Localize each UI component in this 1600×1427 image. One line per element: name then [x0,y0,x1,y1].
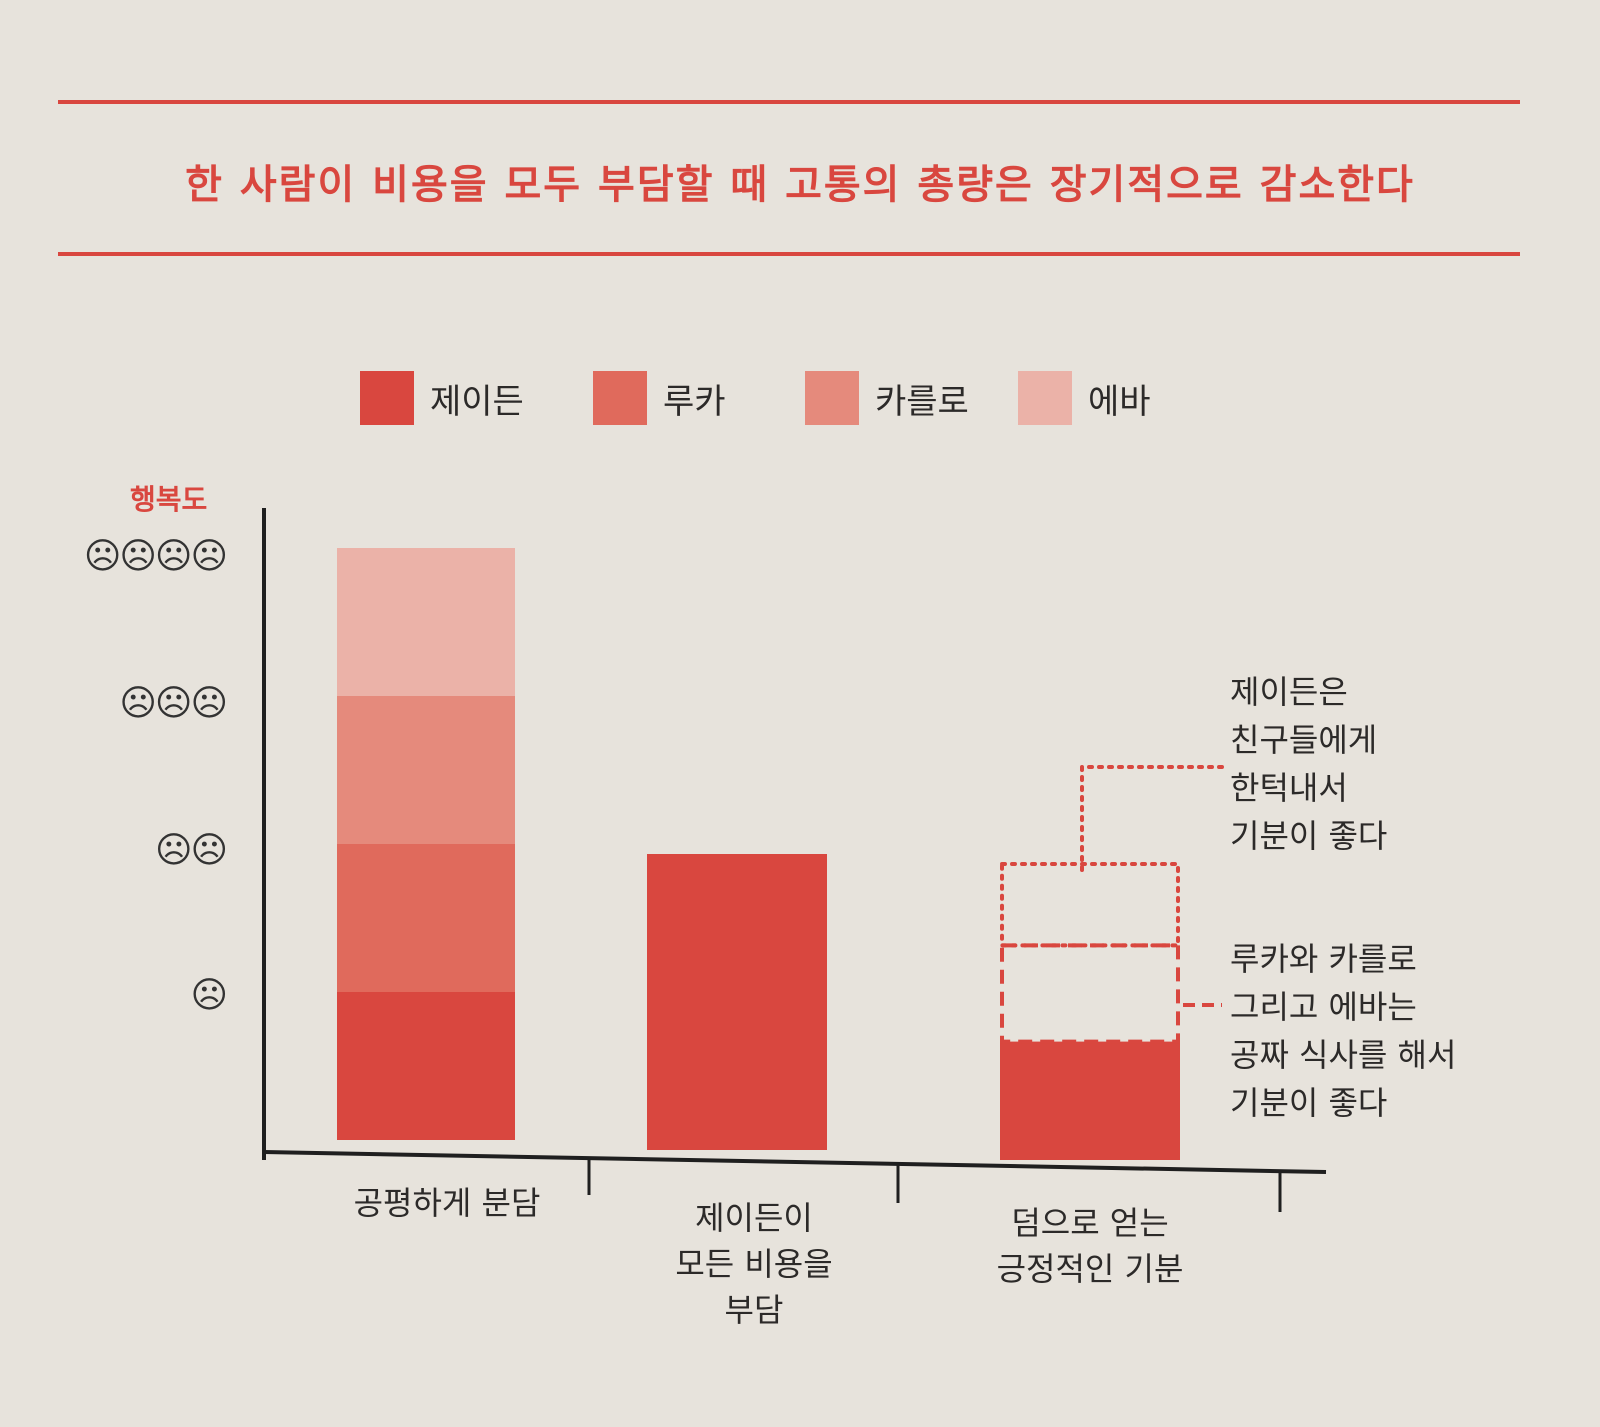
bar-1-luca [337,844,515,992]
title-bottom-rule [58,252,1520,256]
legend-label-luca: 루카 [663,381,726,422]
legend-label-jayden: 제이든 [430,381,524,422]
top-rule [58,100,1520,104]
bar-1-carlo [337,696,515,844]
legend-swatch-jayden [360,371,414,425]
chart-title: 한 사람이 비용을 모두 부담할 때 고통의 총량은 장기적으로 감소한다 [185,162,1415,208]
category-label-equal-share: 공평하게 분담 [353,1184,541,1222]
bar-1-eva [337,548,515,696]
y-tick-label-2: ☹☹ [154,830,228,871]
category-label-jayden-pays: 제이든이 모든 비용을 부담 [675,1199,833,1329]
legend-item-jayden: 제이든 [360,370,524,426]
outlined-segment-dashed [1000,943,1180,1044]
bars-group [337,548,1180,1160]
legend-item-luca: 루카 [593,370,726,426]
legend-label-carlo: 카를로 [875,381,969,422]
bar-2-jayden [647,854,827,1150]
y-tick-label-3: ☹☹☹ [119,683,228,724]
legend-swatch-eva [1018,371,1072,425]
legend-item-eva: 에바 [1018,370,1151,426]
x-axis-line [263,1150,1327,1174]
bar-3-jayden [1000,1041,1180,1160]
legend-label-eva: 에바 [1088,381,1151,422]
y-tick-label-4: ☹☹☹☹ [83,536,228,577]
dotted-leader-line [1080,765,1230,872]
legend-swatch-carlo [805,371,859,425]
outlined-segment-dotted [1000,862,1180,948]
category-label-bonus-feeling: 덤으로 얻는 긍정적인 기분 [996,1204,1184,1288]
legend-item-carlo: 카를로 [805,370,969,426]
annotation-friends-free-meal: 루카와 카를로 그리고 에바는 공짜 식사를 해서 기분이 좋다 [1230,940,1457,1122]
y-axis-label: 행복도 [130,483,208,516]
y-tick-label-1: ☹ [190,975,228,1016]
outline-group [1000,862,1180,1044]
legend-swatch-luca [593,371,647,425]
annotation-jayden-treat: 제이든은 친구들에게 한턱내서 기분이 좋다 [1230,673,1388,855]
bar-1-jayden [337,992,515,1140]
